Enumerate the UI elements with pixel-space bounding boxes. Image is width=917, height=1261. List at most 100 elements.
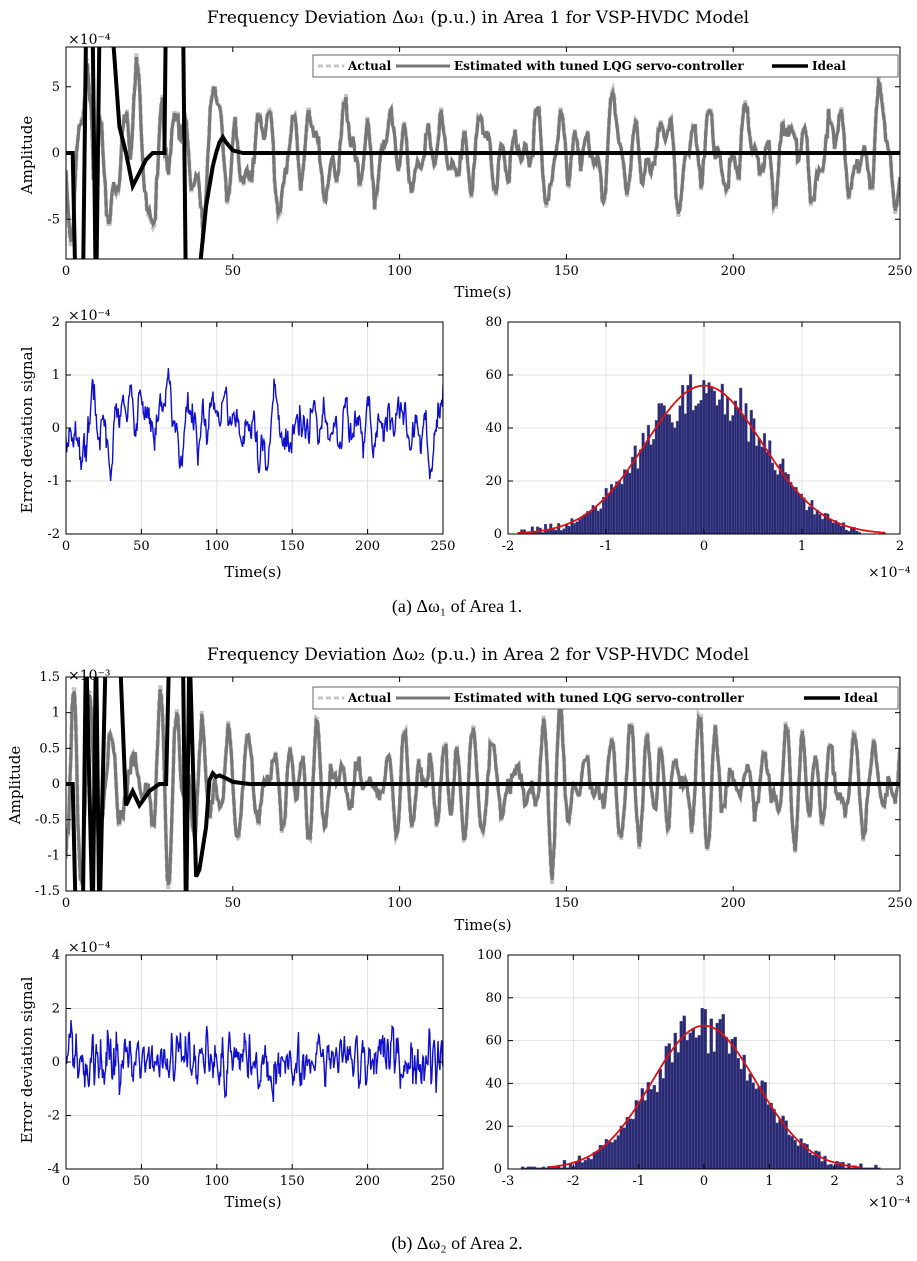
x-tick-label: 250: [431, 1174, 456, 1189]
histogram-bar: [799, 493, 803, 534]
histogram-bar: [559, 530, 563, 534]
histogram-bar: [772, 1109, 776, 1169]
y-tick-label: 0.5: [39, 741, 60, 756]
histogram-bar: [823, 1155, 827, 1169]
histogram-bar: [612, 487, 616, 534]
histogram-bar: [638, 449, 643, 534]
x-tick-label: -2: [502, 539, 515, 554]
histogram-bar: [682, 1015, 686, 1169]
x-tick-label: 50: [225, 264, 242, 279]
histogram-bar: [839, 525, 843, 534]
histogram-bar: [562, 528, 566, 534]
histogram-bar: [631, 456, 635, 534]
histogram-bar: [704, 392, 708, 534]
histogram-bar: [820, 1161, 824, 1169]
histogram-bar: [673, 427, 677, 534]
plot-area: [66, 677, 900, 891]
histogram-bar: [662, 405, 666, 534]
x-tick-label: 200: [355, 1174, 380, 1189]
y-tick-label: 0: [52, 146, 60, 161]
histogram-bar: [686, 384, 690, 534]
figure-a-legend: Actual Estimated with tuned LQG servo-co…: [312, 54, 899, 78]
legend-ideal: Ideal: [812, 59, 846, 73]
histogram-bar: [681, 385, 685, 534]
histogram-bar: [676, 1052, 680, 1169]
series-actual-line: [66, 52, 900, 247]
histogram-bar: [733, 400, 737, 534]
histogram-bar: [817, 1151, 821, 1169]
histogram-bar: [859, 1163, 863, 1169]
histogram-bar: [594, 506, 598, 534]
histogram-bar: [724, 1036, 728, 1169]
histogram-bar: [602, 496, 606, 534]
histogram-bar: [815, 509, 819, 534]
histogram-bar: [613, 1139, 618, 1169]
figure-b-main-exponent: ×10⁻³: [68, 668, 111, 684]
histogram-bar: [607, 1140, 612, 1169]
histogram-bar: [700, 1007, 704, 1169]
histogram-bar: [844, 529, 848, 534]
histogram-bar: [661, 1078, 665, 1169]
histogram-bar: [689, 374, 693, 534]
histogram-bar: [766, 1104, 770, 1169]
histogram-bar: [836, 522, 840, 534]
legend-actual: Actual: [347, 59, 392, 73]
y-tick-label: 40: [485, 421, 502, 436]
y-tick-label: 60: [485, 1034, 502, 1049]
x-tick-label: 50: [133, 539, 150, 554]
histogram-bar: [610, 1142, 615, 1169]
x-tick-label: 0: [700, 539, 708, 554]
histogram-bar: [578, 519, 582, 534]
histogram-bar: [620, 484, 624, 534]
histogram-bar: [807, 506, 811, 534]
y-tick-label: 2: [52, 1002, 60, 1017]
histogram-bar: [744, 403, 748, 534]
y-tick-label: 60: [485, 368, 502, 383]
histogram-bar: [752, 418, 756, 534]
histogram-bar: [697, 403, 701, 534]
histogram-bar: [685, 1040, 689, 1169]
histogram-bar: [664, 1046, 668, 1169]
histogram-bar: [679, 1021, 683, 1169]
histogram-bar: [601, 1145, 606, 1169]
x-tick-label: 250: [888, 896, 913, 911]
x-tick-label: 2: [831, 1174, 839, 1189]
histogram-bar: [649, 1088, 654, 1169]
histogram-bar: [821, 518, 825, 534]
x-tick-label: -2: [567, 1174, 580, 1189]
histogram-bar: [757, 1085, 761, 1169]
histogram-bar: [595, 1151, 600, 1169]
histogram-bar: [583, 1159, 588, 1169]
x-tick-label: 200: [721, 896, 746, 911]
error-signal-line: [66, 368, 443, 481]
histogram-bar: [691, 409, 695, 534]
histogram-bar: [747, 441, 751, 534]
histogram-bar: [616, 1135, 621, 1169]
histogram-bar: [739, 1068, 743, 1169]
histogram-bar: [789, 481, 793, 534]
histogram-bar: [720, 383, 724, 534]
histogram-bar: [675, 420, 679, 534]
y-tick-label: 80: [485, 315, 502, 330]
y-tick-label: 0: [494, 527, 502, 542]
histogram-bar: [703, 1009, 707, 1169]
figure-a-title: Frequency Deviation Δω₁ (p.u.) in Area 1…: [207, 8, 749, 28]
histogram-bar: [727, 1053, 731, 1169]
plot-area: [520, 1007, 881, 1169]
x-tick-label: 100: [387, 264, 412, 279]
x-tick-label: 0: [62, 539, 70, 554]
histogram-bar: [665, 413, 669, 534]
y-tick-label: 20: [485, 1119, 502, 1134]
histogram-bar: [751, 1082, 755, 1169]
histogram-bar: [797, 493, 801, 534]
x-tick-label: 200: [355, 539, 380, 554]
histogram-bar: [721, 1014, 725, 1169]
figure-a-error-xlabel: Time(s): [224, 563, 281, 581]
histogram-bar: [811, 1154, 815, 1169]
x-tick-label: 150: [280, 1174, 305, 1189]
histogram-bar: [588, 511, 592, 534]
legend-actual: Actual: [347, 691, 392, 705]
x-tick-label: 1: [765, 1174, 773, 1189]
x-tick-label: 2: [896, 539, 904, 554]
histogram-bar: [622, 1127, 627, 1169]
